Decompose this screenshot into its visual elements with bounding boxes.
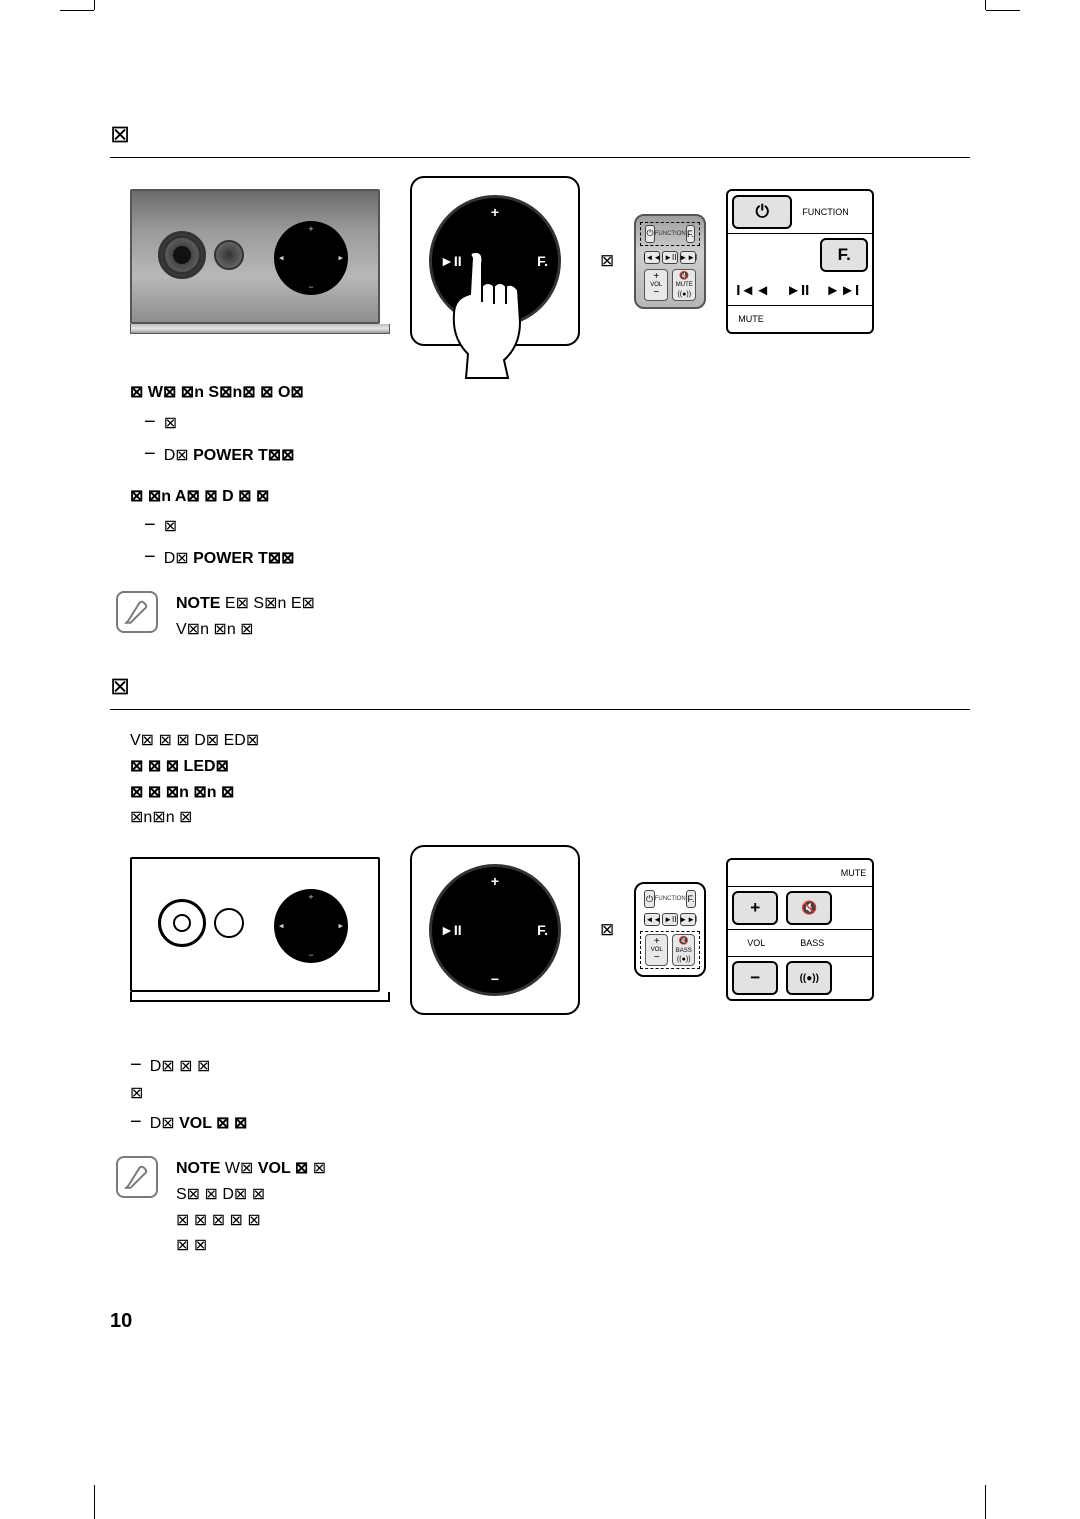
remote-function-button-2[interactable]: F. [686,890,697,908]
speaker-control-wheel: +− ◂▸ [274,221,348,295]
section1-body: ⊠ W⊠ ⊠n S⊠n⊠ ⊠ O⊠ −⊠ −D⊠ POWER T⊠⊠ ⊠ ⊠n … [130,380,970,573]
remote-zoom-volume: MUTE + 🔇 VOL BASS − ((●)) [726,858,874,1001]
s1-line1: ⊠ W⊠ ⊠n S⊠n⊠ ⊠ O⊠ [130,380,970,406]
section1-note: NOTE E⊠ S⊠n E⊠ V⊠n ⊠n ⊠ [116,591,970,642]
section2-illustration-row: +− ◂▸ + − ►II F. ⊠ ⏻ FUNCTION F. I [130,845,970,1015]
s1-subhead: ⊠ ⊠n A⊠ ⊠ D ⊠ ⊠ [130,484,970,510]
zoom-function-button[interactable]: F. [820,238,868,272]
section1-rule [110,157,970,158]
control-wheel-zoom: + − ►II F. [410,176,580,346]
page-number: 10 [110,1310,132,1333]
crop-mark [985,1485,986,1519]
remote-zoom-top: ⏻ FUNCTION F. I◄◄ ►II ►►I MUTE [726,189,874,334]
s1-line2: −⊠ [130,406,970,438]
s1-note-l1: E⊠ S⊠n E⊠ [225,595,315,612]
control-wheel-zoom-2: + − ►II F. [410,845,580,1015]
zoom-bass[interactable]: ((●)) [786,961,832,995]
zoom-play-icon: ►II [778,276,817,305]
page-content: ⊠ +− ◂▸ + − ►II F. [110,120,970,1289]
remote-mute-bass[interactable]: 🔇 MUTE ((●)) [672,269,696,301]
section1-illustration-row: +− ◂▸ + − ►II F. ⊠ ⏻ FUNCTION [130,176,970,346]
remote-prev-button-2[interactable]: I◄◄ [644,913,660,926]
zoom-power-button[interactable]: ⏻ [732,195,792,229]
remote-power-button-2[interactable]: ⏻ [644,890,655,908]
crop-mark [94,0,95,10]
remote-next-button[interactable]: ►►I [680,251,696,264]
section1-heading: ⊠ [110,120,970,149]
crop-mark [986,10,1020,11]
or-label-2: ⊠ [600,920,614,940]
speaker-front-lineart: +− ◂▸ [130,857,390,1002]
s1-line3: −D⊠ POWER T⊠⊠ [130,438,970,470]
section2-body: −D⊠ ⊠ ⊠ ⊠ −D⊠ VOL ⊠ ⊠ [130,1049,970,1139]
zoom-mute[interactable]: 🔇 [786,891,832,925]
s1-note-l2: V⊠n ⊠n ⊠ [176,621,254,638]
zoom-next-icon: ►►I [817,276,867,305]
remote-power-button[interactable]: ⏻ [645,225,655,243]
note-icon-2 [116,1156,158,1198]
s1-line4: −⊠ [130,509,970,541]
section2-intro: V⊠ ⊠ ⊠ D⊠ ED⊠ ⊠ ⊠ ⊠ LED⊠ ⊠ ⊠ ⊠n ⊠n ⊠ ⊠n⊠… [130,728,970,830]
section2-rule [110,709,970,710]
or-label: ⊠ [600,251,614,271]
remote-play-button[interactable]: ►II [662,251,678,264]
hand-icon [448,250,568,380]
remote-vol-rocker-2[interactable]: + VOL − [645,934,668,966]
section2-note: NOTE W⊠ VOL ⊠ ⊠ S⊠ ⊠ D⊠ ⊠ ⊠ ⊠ ⊠ ⊠ ⊠ ⊠ ⊠ [116,1156,970,1258]
zoom-prev-icon: I◄◄ [728,276,778,305]
note-icon [116,591,158,633]
s1-line5: −D⊠ POWER T⊠⊠ [130,541,970,573]
remote-small-lineart: ⏻ FUNCTION F. I◄◄ ►II ►►I + VOL − 🔇 BASS… [634,882,706,977]
zoom-vol-up[interactable]: + [732,891,778,925]
crop-mark [94,1485,95,1519]
speaker-control-wheel-2: +− ◂▸ [274,889,348,963]
wheel-plus: + [491,204,499,220]
crop-mark [985,0,986,10]
crop-mark [60,10,94,11]
remote-play-button-2[interactable]: ►II [662,913,678,926]
zoom-vol-down[interactable]: − [732,961,778,995]
remote-function-button[interactable]: F. [686,225,696,243]
remote-mute-bass-2[interactable]: 🔇 BASS ((●)) [672,934,695,966]
remote-prev-button[interactable]: I◄◄ [644,251,660,264]
remote-vol-rocker[interactable]: + VOL − [644,269,668,301]
remote-small: ⏻ FUNCTION F. I◄◄ ►II ►►I + VOL − 🔇 MUTE… [634,214,706,309]
speaker-front: +− ◂▸ [130,189,390,334]
section2-heading: ⊠ [110,672,970,701]
remote-next-button-2[interactable]: ►►I [680,913,696,926]
